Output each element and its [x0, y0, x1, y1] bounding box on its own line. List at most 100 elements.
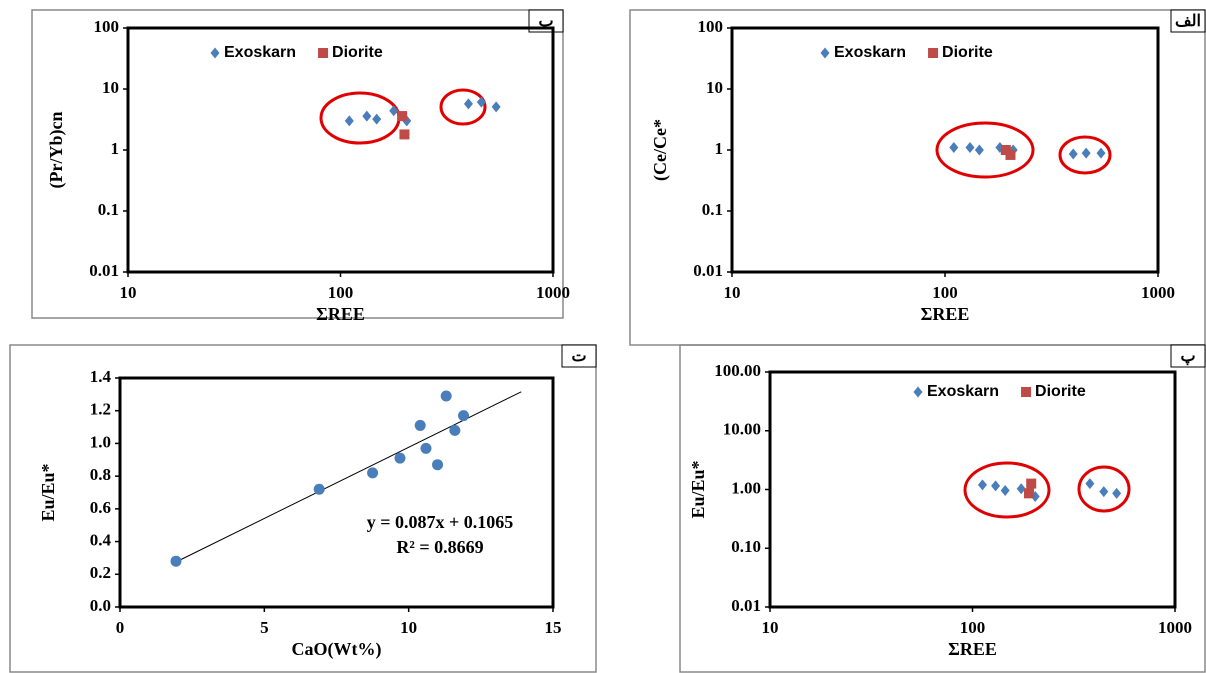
point: [372, 113, 382, 125]
y-tick-label: 1.2: [90, 400, 111, 419]
point: [397, 111, 408, 122]
panel-frame: [679, 344, 1206, 673]
point: [362, 110, 372, 122]
x-tick-label: 1000: [1141, 283, 1175, 302]
point: [1099, 486, 1109, 498]
legend-label: Diorite: [942, 44, 993, 61]
legend-marker: [210, 47, 220, 59]
y-tick-label: 1.0: [90, 432, 111, 451]
point: [432, 459, 444, 471]
y-tick-label: 0.2: [90, 563, 111, 582]
legend-marker: [318, 48, 329, 58]
x-tick-label: 1000: [1158, 618, 1192, 637]
panel-frame: [9, 344, 597, 673]
panel-label: پ: [1180, 348, 1195, 366]
point: [991, 480, 1001, 492]
x-axis-label: CaO(Wt%): [292, 639, 382, 660]
point: [977, 479, 987, 491]
highlight-ellipse: [935, 121, 1035, 179]
legend-label: Exoskarn: [927, 383, 999, 400]
y-tick-label: 10: [706, 78, 723, 97]
point: [1005, 149, 1016, 160]
point: [367, 467, 379, 479]
x-tick-label: 5: [260, 618, 269, 637]
y-tick-label: 100: [94, 17, 120, 36]
highlight-ellipse: [319, 91, 401, 145]
panel-label: الف: [1175, 13, 1201, 30]
x-axis-label: ΣREE: [316, 304, 365, 324]
legend-marker: [1021, 387, 1032, 397]
y-tick-label: 0.4: [90, 530, 112, 549]
point: [399, 129, 410, 140]
point: [313, 483, 325, 495]
trendline-r2: R² = 0.8669: [396, 537, 483, 557]
y-tick-label: 0.10: [731, 537, 761, 556]
point: [170, 555, 182, 567]
y-tick-label: 100.00: [714, 361, 761, 380]
highlight-ellipse: [1058, 135, 1112, 175]
y-tick-label: 1.4: [90, 367, 112, 386]
y-tick-label: 0.1: [98, 200, 119, 219]
panel-label-box: [1170, 344, 1206, 368]
x-tick-label: 100: [960, 618, 986, 637]
y-tick-label: 10.00: [723, 420, 761, 439]
y-tick-label: 0.01: [89, 261, 119, 280]
x-tick-label: 15: [545, 618, 562, 637]
plot-area: [768, 370, 1177, 609]
plot-area: [118, 376, 555, 609]
x-axis-label: ΣREE: [948, 639, 997, 659]
y-tick-label: 0.01: [731, 596, 761, 615]
plot-area: [126, 26, 555, 274]
panel-label-box: [561, 344, 597, 368]
y-tick-label: 0.1: [702, 200, 723, 219]
x-axis-label: ΣREE: [921, 304, 970, 324]
legend-marker: [913, 386, 923, 398]
panel-label-box: [1170, 9, 1206, 33]
x-tick-label: 10: [724, 283, 741, 302]
point: [476, 96, 486, 108]
point: [394, 452, 406, 464]
point: [344, 115, 354, 127]
point: [1096, 147, 1106, 159]
panel-label: ب: [538, 13, 553, 30]
trendline: [177, 391, 522, 562]
point: [1023, 488, 1034, 499]
point: [1112, 487, 1122, 499]
point: [1068, 148, 1078, 160]
y-tick-label: 1: [111, 139, 120, 158]
point: [491, 101, 501, 113]
trendline-equation: y = 0.087x + 0.1065: [367, 512, 514, 532]
point: [1085, 478, 1095, 490]
legend-label: Exoskarn: [834, 44, 906, 61]
point: [440, 390, 452, 402]
highlight-ellipse: [439, 88, 487, 126]
legend-marker: [928, 48, 939, 58]
point: [1016, 483, 1026, 495]
y-tick-label: 0.6: [90, 498, 111, 517]
y-axis-label: (Pr/Yb)cn: [46, 112, 67, 189]
point: [458, 410, 470, 422]
x-tick-label: 10: [400, 618, 417, 637]
point: [463, 98, 473, 110]
y-tick-label: 0.01: [693, 261, 723, 280]
point: [974, 144, 984, 156]
x-tick-label: 10: [120, 283, 137, 302]
point: [1081, 147, 1091, 159]
highlight-ellipse: [1077, 465, 1131, 513]
point: [1000, 485, 1010, 497]
point: [420, 442, 432, 454]
x-tick-label: 100: [932, 283, 958, 302]
x-tick-label: 10: [762, 618, 779, 637]
y-tick-label: 100: [698, 17, 724, 36]
x-tick-label: 100: [328, 283, 354, 302]
y-tick-label: 1: [715, 139, 724, 158]
point: [1026, 478, 1037, 489]
legend-marker: [820, 47, 830, 59]
point: [414, 419, 426, 431]
y-tick-label: 10: [102, 78, 119, 97]
x-tick-label: 1000: [536, 283, 570, 302]
panel-label: ت: [571, 348, 586, 365]
y-tick-label: 0.8: [90, 465, 111, 484]
point: [449, 424, 461, 436]
